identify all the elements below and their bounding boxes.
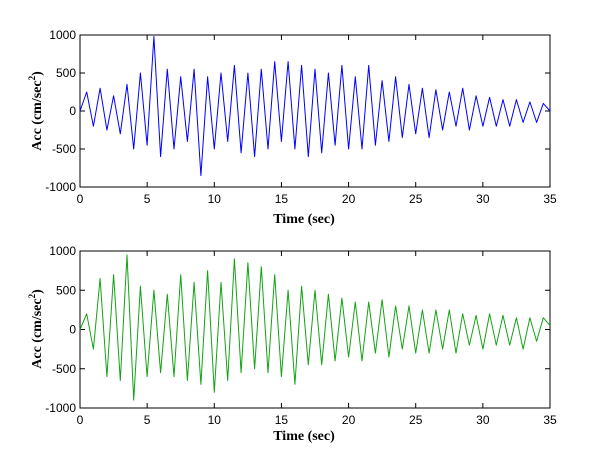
x-tick-label: 0 (77, 192, 84, 206)
x-ticks: 0 5 10 15 20 25 30 35 (77, 251, 557, 427)
y-ticks: 1000 500 0 -500 -1000 (45, 28, 550, 194)
y-axis-title: Acc (cm/sec2) (27, 289, 45, 369)
y-tick-label: 500 (56, 66, 76, 80)
x-tick-label: 15 (275, 413, 289, 427)
series-line-acceleration-blue (79, 36, 551, 177)
y-tick-label: -500 (52, 142, 76, 156)
y-tick-label: -1000 (45, 401, 76, 415)
y-axis-title: Acc (cm/sec2) (27, 71, 45, 151)
y-tick-label: -500 (52, 362, 76, 376)
y-tick-label: 500 (56, 283, 76, 297)
x-tick-label: 30 (476, 413, 490, 427)
x-tick-label: 10 (208, 413, 222, 427)
x-tick-label: 0 (77, 413, 84, 427)
x-tick-label: 35 (543, 413, 557, 427)
y-axis-title-exponent: 2 (27, 293, 37, 298)
x-tick-label: 15 (275, 192, 289, 206)
x-tick-label: 5 (144, 413, 151, 427)
y-axis-title-close: ) (30, 71, 45, 76)
series-line-acceleration-green (79, 254, 551, 401)
subplot-bottom: 0 5 10 15 20 25 30 35 1000 500 0 -500 -1000 Time (s… (27, 244, 557, 444)
y-axis-title-exponent: 2 (27, 75, 37, 80)
y-ticks: 1000 500 0 -500 -1000 (45, 244, 550, 415)
y-tick-label: 0 (69, 323, 76, 337)
x-tick-label: 30 (476, 192, 490, 206)
x-tick-label: 25 (409, 192, 423, 206)
x-tick-label: 20 (342, 192, 356, 206)
y-tick-label: -1000 (45, 180, 76, 194)
x-tick-label: 25 (409, 413, 423, 427)
y-axis-title-close: ) (30, 289, 45, 294)
x-axis-title: Time (sec) (273, 212, 335, 227)
x-tick-label: 10 (208, 192, 222, 206)
x-ticks: 0 5 10 15 20 25 30 35 (77, 35, 557, 206)
y-tick-label: 0 (69, 104, 76, 118)
x-tick-label: 20 (342, 413, 356, 427)
y-tick-label: 1000 (49, 28, 76, 42)
x-axis-title: Time (sec) (273, 429, 335, 444)
y-tick-label: 1000 (49, 244, 76, 258)
y-axis-title-main: Acc (cm/sec (30, 80, 45, 150)
x-tick-label: 5 (144, 192, 151, 206)
subplot-top: 0 5 10 15 20 25 30 35 1000 500 0 -500 -1000 Time (s… (27, 28, 557, 227)
x-tick-label: 35 (543, 192, 557, 206)
y-axis-title-main: Acc (cm/sec (30, 298, 45, 368)
